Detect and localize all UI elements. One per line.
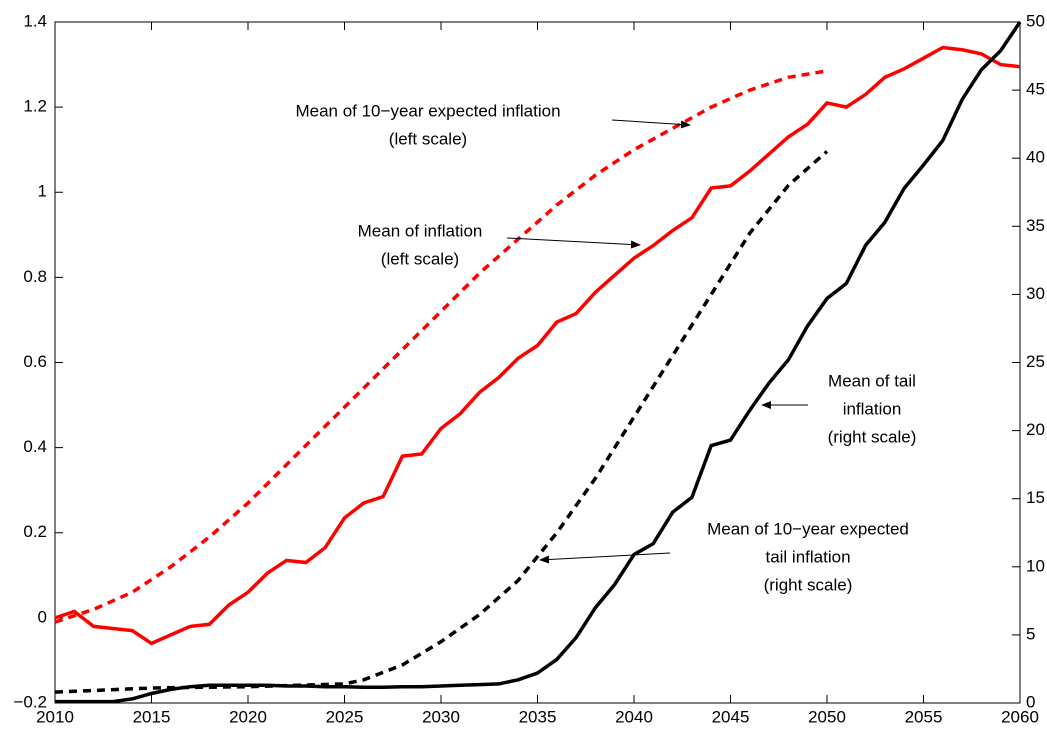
annotation: (left scale) <box>389 129 467 148</box>
y2-tick-label: 40 <box>1026 148 1045 167</box>
x-tick-label: 2040 <box>615 707 653 726</box>
y-tick-label: 0.6 <box>23 352 47 371</box>
series-line <box>54 150 829 694</box>
annotation: Mean of tail <box>828 371 916 390</box>
x-tick-label: 2020 <box>229 707 267 726</box>
annotation: Mean of 10−year expected <box>707 519 909 538</box>
plot-frame <box>54 21 1021 704</box>
x-tick-label: 2035 <box>519 707 557 726</box>
annotation-arrow <box>611 119 691 129</box>
y2-tick-label: 50 <box>1026 11 1045 30</box>
series-line <box>55 21 1022 704</box>
annotation: Mean of inflation <box>358 221 483 240</box>
y-tick-label: 0 <box>38 607 47 626</box>
annotation-arrow <box>539 552 671 564</box>
y-tick-label: 0.8 <box>23 267 47 286</box>
y2-tick-label: 25 <box>1026 352 1045 371</box>
annotation: (left scale) <box>381 249 459 268</box>
y2-tick-label: 10 <box>1026 556 1045 575</box>
y-tick-label: 1 <box>38 182 47 201</box>
x-tick-label: 2025 <box>326 707 364 726</box>
y-tick-label: 0.4 <box>23 437 47 456</box>
y2-tick-label: 5 <box>1026 624 1035 643</box>
y2-tick-label: 35 <box>1026 216 1045 235</box>
y2-tick-label: 15 <box>1026 488 1045 507</box>
x-tick-label: 2015 <box>133 707 171 726</box>
y2-tick-label: 0 <box>1026 692 1035 711</box>
series-line <box>54 45 1021 646</box>
x-tick-label: 2010 <box>36 707 74 726</box>
y-tick-label: 0.2 <box>23 522 47 541</box>
x-tick-label: 2030 <box>422 707 460 726</box>
x-tick-label: 2055 <box>905 707 943 726</box>
annotation: (right scale) <box>828 427 917 446</box>
y2-tick-label: 30 <box>1026 284 1045 303</box>
x-tick-label: 2045 <box>712 707 750 726</box>
series-line <box>54 69 828 624</box>
y-tick-label: 1.4 <box>23 11 47 30</box>
annotation: tail inflation <box>765 547 850 566</box>
y2-tick-label: 20 <box>1026 420 1045 439</box>
y-tick-label: −0.2 <box>13 692 47 711</box>
annotation-arrow <box>506 237 641 249</box>
y-tick-label: 1.2 <box>23 97 47 116</box>
annotation: (right scale) <box>764 575 853 594</box>
annotation: Mean of 10−year expected inflation <box>295 101 560 120</box>
x-tick-label: 2060 <box>1001 707 1039 726</box>
y2-tick-label: 45 <box>1026 80 1045 99</box>
annotation: inflation <box>843 399 902 418</box>
x-tick-label: 2050 <box>808 707 846 726</box>
